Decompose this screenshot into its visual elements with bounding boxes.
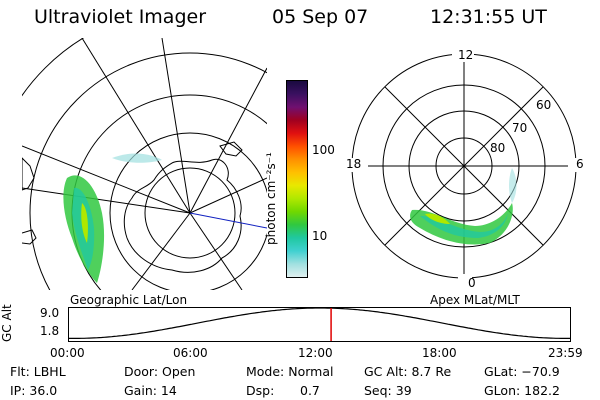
apex-aurora-emission (410, 168, 517, 245)
mlt-label-0: 0 (468, 276, 476, 290)
colorbar (286, 80, 308, 278)
altitude-plot (68, 307, 571, 342)
antarctica-coastline (123, 158, 242, 273)
apex-polar-plot (348, 48, 582, 290)
glat-info: GLat: −70.9 (484, 364, 560, 379)
gain-info: Gain: 14 (124, 383, 177, 398)
apex-panel-label: Apex MLat/MLT (430, 293, 520, 307)
mlt-label-6: 6 (576, 157, 584, 171)
dsp-value: 0.7 (300, 383, 320, 398)
dsp-label: Dsp: (246, 383, 275, 398)
colorbar-tick-10: 10 (312, 229, 328, 243)
seq-info: Seq: 39 (364, 383, 412, 398)
colorbar-tick-100: 100 (312, 143, 335, 157)
altitude-xtick-1800: 18:00 (422, 346, 457, 360)
ip-info: IP: 36.0 (10, 383, 58, 398)
mlt-label-18: 18 (346, 157, 362, 171)
geo-aurora-emission (63, 153, 162, 283)
new-zealand-coastline (22, 157, 35, 191)
altitude-axis-label: GC Alt (0, 304, 14, 342)
altitude-ytick-max: 9.0 (40, 306, 60, 320)
mlat-label-80: 80 (490, 141, 506, 155)
mlat-label-60: 60 (536, 98, 552, 112)
altitude-xtick-0600: 06:00 (173, 346, 208, 360)
altitude-curve (69, 307, 571, 339)
geographic-panel-label: Geographic Lat/Lon (70, 293, 188, 307)
glon-info: GLon: 182.2 (484, 383, 560, 398)
gc-alt-info: GC Alt: 8.7 Re (364, 364, 452, 379)
door-info: Door: Open (124, 364, 196, 379)
colorbar-unit-label: photon cm⁻²s⁻¹ (264, 152, 278, 245)
filter-info: Flt: LBHL (10, 364, 66, 379)
noon-meridian-line (189, 212, 267, 229)
image-time: 12:31:55 UT (430, 6, 547, 28)
geographic-map (22, 38, 267, 290)
altitude-ytick-min: 1.8 (40, 324, 60, 338)
altitude-xtick-0000: 00:00 (50, 346, 85, 360)
instrument-title: Ultraviolet Imager (34, 6, 207, 28)
mlat-label-70: 70 (512, 121, 528, 135)
mlt-label-12: 12 (458, 48, 474, 62)
image-date: 05 Sep 07 (272, 6, 369, 28)
altitude-xtick-1200: 12:00 (298, 346, 333, 360)
altitude-xtick-2359: 23:59 (548, 346, 583, 360)
mode-info: Mode: Normal (246, 364, 334, 379)
